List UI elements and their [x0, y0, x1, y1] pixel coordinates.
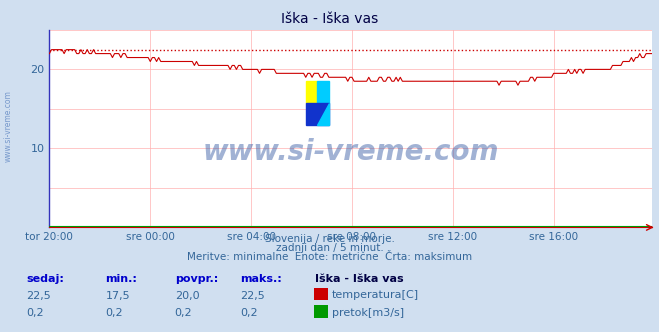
Text: maks.:: maks.:	[241, 274, 282, 284]
Text: Slovenija / reke in morje.: Slovenija / reke in morje.	[264, 234, 395, 244]
Text: 0,2: 0,2	[175, 308, 192, 318]
Text: Meritve: minimalne  Enote: metrične  Črta: maksimum: Meritve: minimalne Enote: metrične Črta:…	[187, 252, 472, 262]
Text: 20,0: 20,0	[175, 290, 199, 300]
Text: 0,2: 0,2	[105, 308, 123, 318]
Text: 0,2: 0,2	[26, 308, 44, 318]
Text: 22,5: 22,5	[241, 290, 266, 300]
Text: www.si-vreme.com: www.si-vreme.com	[3, 90, 13, 162]
Text: 17,5: 17,5	[105, 290, 130, 300]
Text: min.:: min.:	[105, 274, 137, 284]
Text: sedaj:: sedaj:	[26, 274, 64, 284]
Text: Iška - Iška vas: Iška - Iška vas	[281, 12, 378, 26]
Text: 22,5: 22,5	[26, 290, 51, 300]
Bar	[306, 103, 329, 125]
Bar	[306, 81, 317, 103]
Text: povpr.:: povpr.:	[175, 274, 218, 284]
Bar	[317, 81, 329, 103]
Text: pretok[m3/s]: pretok[m3/s]	[332, 308, 404, 318]
Text: zadnji dan / 5 minut.: zadnji dan / 5 minut.	[275, 243, 384, 253]
Polygon shape	[317, 103, 329, 125]
Text: temperatura[C]: temperatura[C]	[332, 290, 419, 300]
Text: Iška - Iška vas: Iška - Iška vas	[315, 274, 403, 284]
Text: 0,2: 0,2	[241, 308, 258, 318]
Text: www.si-vreme.com: www.si-vreme.com	[203, 138, 499, 166]
